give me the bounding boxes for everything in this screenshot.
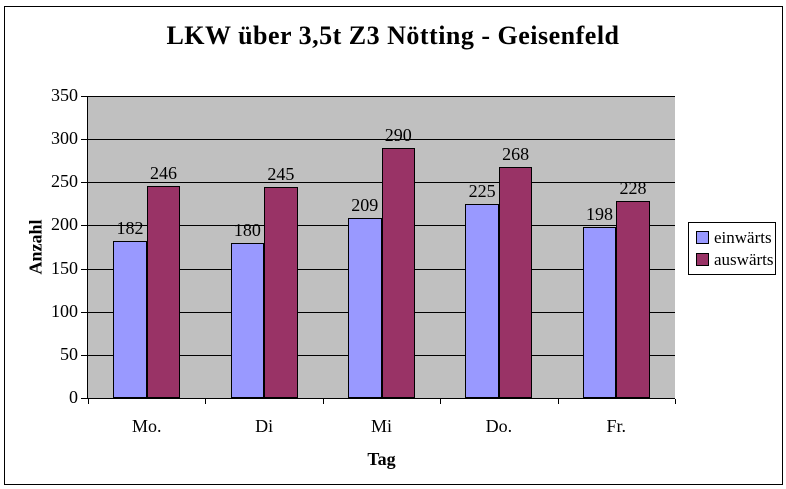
bar-auswärts xyxy=(616,201,650,398)
bar-einwärts xyxy=(582,227,617,398)
x-axis-tick xyxy=(675,399,676,404)
x-axis-tick xyxy=(322,399,324,404)
plot-area: 182 246 180 245 209 290 225 268 198 228 xyxy=(87,96,675,399)
legend: einwärts auswärts xyxy=(688,222,776,275)
legend-label: auswärts xyxy=(714,250,774,269)
bar-auswärts xyxy=(381,147,415,398)
data-label: 209 xyxy=(351,194,379,215)
y-tick-label: 150 xyxy=(51,257,78,278)
y-tick-label: 350 xyxy=(51,85,78,105)
bar-auswärts xyxy=(498,166,533,398)
y-axis-tick xyxy=(81,225,88,227)
bar-einwärts xyxy=(465,203,499,398)
legend-swatch-auswärts xyxy=(696,253,709,266)
x-axis-tick xyxy=(88,399,89,404)
data-label: 180 xyxy=(233,219,261,240)
x-axis-tick xyxy=(440,399,442,404)
y-tick-label: 200 xyxy=(51,214,78,235)
y-tick-label: 100 xyxy=(51,300,78,321)
y-axis-tick xyxy=(81,96,88,97)
gridline xyxy=(88,96,675,97)
x-category-label: Mo. xyxy=(131,416,162,436)
data-label: 198 xyxy=(586,204,614,225)
x-category-label: Do. xyxy=(485,416,513,436)
gridline xyxy=(88,139,675,141)
data-label: 182 xyxy=(116,217,144,238)
data-label: 290 xyxy=(384,124,412,145)
x-axis-title: Tag xyxy=(367,449,396,469)
data-label: 246 xyxy=(149,162,177,183)
y-axis-tick xyxy=(81,311,88,313)
x-axis-tick xyxy=(205,399,207,404)
y-axis-tick xyxy=(81,268,88,270)
y-tick-label: 0 xyxy=(69,387,78,407)
legend-item: auswärts xyxy=(696,250,774,269)
y-tick-label: 50 xyxy=(60,343,78,364)
y-axis-tick xyxy=(81,182,88,184)
x-category-label: Mi xyxy=(370,416,392,436)
bar-auswärts xyxy=(146,185,181,398)
legend-label: einwärts xyxy=(714,228,772,247)
x-axis-tick xyxy=(557,399,559,404)
bar-auswärts xyxy=(264,186,298,398)
chart-title: LKW über 3,5t Z3 Nötting - Geisenfeld xyxy=(166,21,620,50)
bar-einwärts xyxy=(113,240,147,398)
data-label: 268 xyxy=(502,143,530,164)
y-tick-label: 300 xyxy=(51,128,78,149)
bar-einwärts xyxy=(230,242,265,398)
legend-swatch-einwärts xyxy=(696,231,709,244)
y-axis-tick xyxy=(81,354,88,356)
data-label: 228 xyxy=(619,178,647,199)
y-axis-tick xyxy=(81,139,88,141)
x-category-label: Di xyxy=(255,416,274,436)
legend-item: einwärts xyxy=(696,228,772,247)
bar-einwärts xyxy=(348,217,382,398)
y-tick-label: 250 xyxy=(51,171,78,192)
x-category-label: Fr. xyxy=(606,416,627,436)
y-axis-tick xyxy=(81,398,88,399)
data-label: 245 xyxy=(267,163,295,184)
data-label: 225 xyxy=(468,180,496,201)
